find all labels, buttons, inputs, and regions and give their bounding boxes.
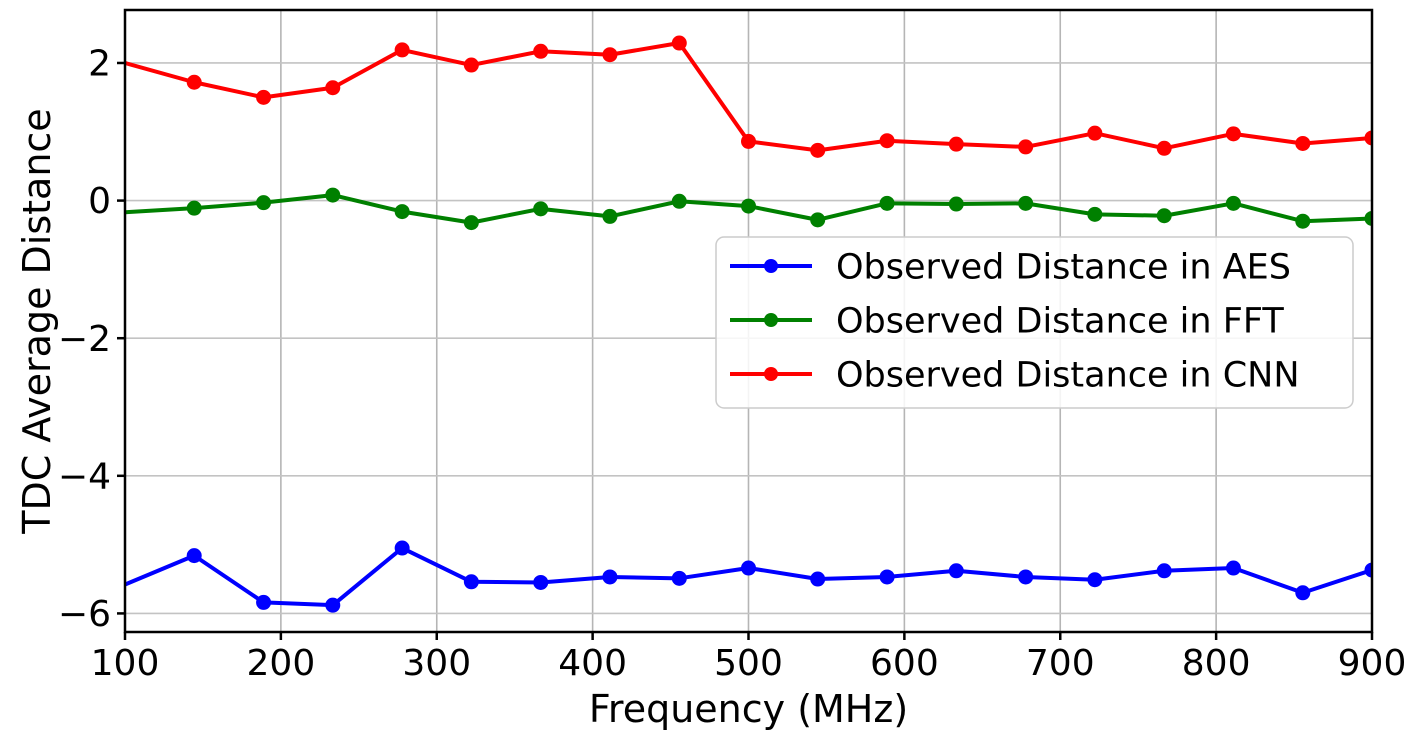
legend-box — [715, 236, 1354, 409]
data-point-marker-fft — [879, 195, 895, 211]
y-tick-label: −4 — [58, 456, 111, 497]
data-point-marker-aes — [1295, 585, 1311, 601]
data-point-marker-fft — [1295, 213, 1311, 229]
data-point-marker-cnn — [463, 57, 479, 73]
series-fft — [125, 187, 1372, 231]
x-tick-label: 700 — [1026, 643, 1095, 684]
x-tick-label: 100 — [91, 643, 160, 684]
y-tick-label: −6 — [58, 594, 111, 635]
data-point-marker-aes — [602, 569, 618, 585]
data-point-marker-fft — [1364, 210, 1372, 226]
data-point-marker-cnn — [1087, 125, 1103, 141]
x-tick-label: 400 — [558, 643, 627, 684]
data-point-marker-cnn — [879, 133, 895, 149]
data-point-marker-fft — [325, 187, 341, 203]
data-point-marker-cnn — [1156, 140, 1172, 156]
data-point-marker-aes — [741, 560, 756, 576]
data-point-marker-cnn — [533, 43, 549, 59]
data-point-marker-cnn — [394, 42, 410, 58]
data-point-marker-aes — [1156, 563, 1172, 579]
data-point-marker-cnn — [186, 74, 202, 90]
data-point-marker-fft — [741, 198, 756, 214]
legend-label: Observed Distance in CNN — [836, 355, 1300, 395]
data-point-marker-aes — [463, 574, 479, 590]
data-point-marker-aes — [1364, 562, 1372, 578]
data-point-marker-aes — [1225, 560, 1241, 576]
data-point-marker-aes — [533, 574, 549, 590]
legend-label: Observed Distance in FFT — [836, 301, 1284, 341]
y-tick-label: 2 — [88, 44, 111, 85]
x-tick-label: 900 — [1338, 643, 1407, 684]
data-point-marker-aes — [325, 597, 341, 613]
x-tick-label: 200 — [247, 643, 316, 684]
series-cnn — [125, 35, 1372, 158]
data-point-marker-fft — [1087, 206, 1103, 222]
legend: Observed Distance in AES Observed Distanc… — [715, 236, 1354, 409]
y-axis: 2 0 −2 −4 −6 — [58, 44, 125, 635]
data-point-marker-cnn — [1364, 130, 1372, 146]
data-point-marker-fft — [602, 208, 618, 224]
x-tick-label: 500 — [714, 643, 783, 684]
data-point-marker-aes — [671, 570, 687, 586]
legend-sample-marker — [764, 367, 778, 381]
data-point-marker-fft — [1018, 195, 1034, 211]
data-point-marker-aes — [256, 594, 272, 610]
data-point-marker-cnn — [1225, 126, 1241, 142]
data-point-marker-cnn — [948, 136, 964, 152]
data-point-marker-fft — [463, 215, 479, 231]
data-point-marker-aes — [1087, 572, 1103, 588]
data-point-marker-fft — [810, 212, 826, 228]
data-point-marker-cnn — [256, 89, 272, 105]
y-tick-label: −2 — [58, 319, 111, 360]
x-tick-label: 300 — [402, 643, 471, 684]
x-axis-label: Frequency (MHz) — [589, 687, 908, 731]
data-point-marker-cnn — [741, 133, 756, 149]
data-point-marker-fft — [1156, 208, 1172, 224]
y-tick-label: 0 — [88, 181, 111, 222]
legend-sample-marker — [764, 259, 778, 273]
data-point-marker-fft — [948, 196, 964, 212]
data-point-marker-aes — [394, 540, 410, 556]
data-point-marker-aes — [948, 563, 964, 579]
x-tick-label: 600 — [870, 643, 939, 684]
data-point-marker-cnn — [325, 80, 341, 96]
data-point-marker-fft — [394, 204, 410, 220]
legend-sample-marker — [764, 313, 778, 327]
y-axis-label: TDC Average Distance — [15, 108, 59, 534]
data-point-marker-fft — [256, 195, 272, 211]
legend-label: Observed Distance in AES — [836, 247, 1291, 287]
x-tick-label: 800 — [1182, 643, 1251, 684]
data-point-marker-cnn — [810, 142, 826, 158]
data-point-marker-cnn — [1295, 135, 1311, 151]
series-aes — [125, 540, 1372, 613]
data-point-marker-aes — [810, 571, 826, 587]
data-point-marker-fft — [1225, 195, 1241, 211]
data-point-marker-aes — [186, 548, 202, 564]
data-point-marker-aes — [1018, 569, 1034, 585]
data-point-marker-fft — [533, 201, 549, 217]
data-point-marker-aes — [879, 569, 895, 585]
data-point-marker-fft — [671, 193, 687, 209]
x-axis: 100 200 300 400 500 600 700 800 900 — [91, 632, 1407, 684]
data-point-marker-fft — [186, 200, 202, 216]
data-point-marker-cnn — [1018, 139, 1034, 155]
data-point-marker-cnn — [671, 35, 687, 51]
data-point-marker-cnn — [602, 47, 618, 63]
